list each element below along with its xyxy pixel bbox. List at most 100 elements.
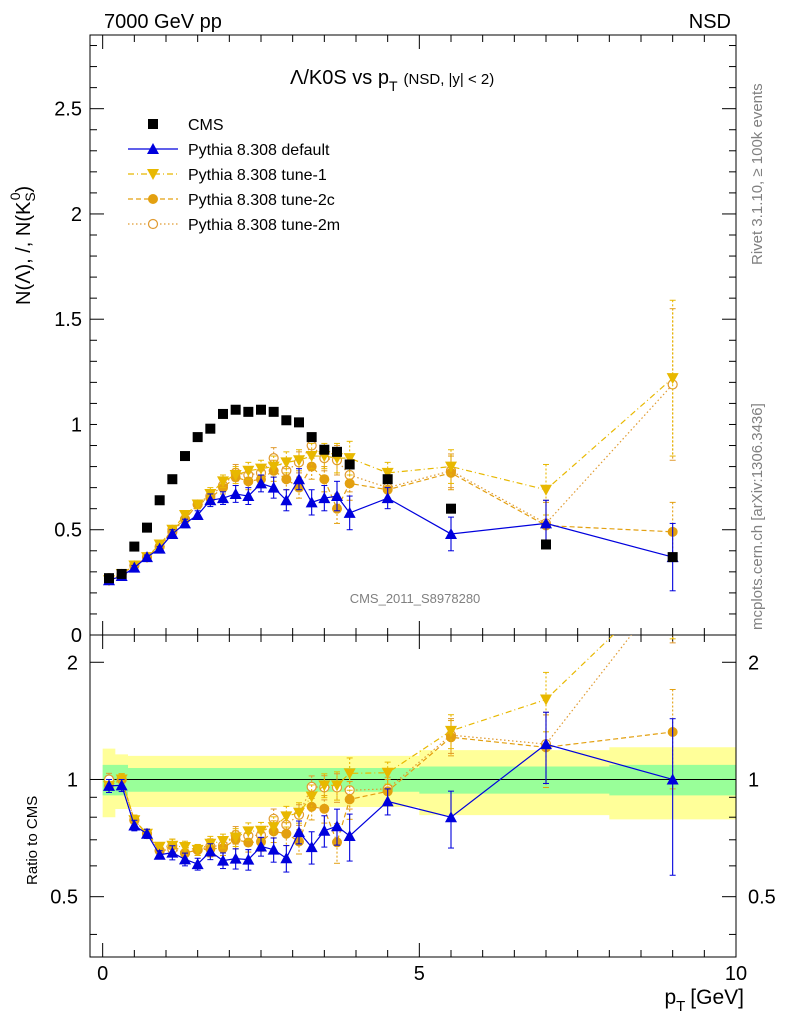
ratio-tick-label-left: 1 (67, 769, 78, 791)
point-cms (205, 423, 216, 434)
point-cms (382, 474, 393, 485)
point-default (331, 490, 343, 502)
ratio-point-default (217, 854, 229, 866)
point-default (242, 490, 255, 502)
point-cms (129, 541, 140, 552)
point-tune1 (343, 453, 356, 465)
chart-title-main: Λ/K0S vs p (290, 67, 389, 89)
ratio-point-default (141, 827, 153, 839)
point-cms (104, 573, 114, 584)
legend-label: Pythia 8.308 tune-1 (188, 167, 327, 184)
header-left: 7000 GeV pp (104, 11, 222, 33)
point-tune2c (281, 474, 292, 485)
ratio-point-tune1 (217, 835, 229, 847)
ratio-line-tune2c (108, 731, 673, 854)
point-tune1 (229, 470, 242, 481)
ratio-frame (89, 634, 737, 958)
ratio-point-tune2c (446, 732, 456, 743)
point-tune1 (540, 484, 552, 496)
ratio-point-tune1 (229, 832, 242, 844)
point-tune1 (242, 465, 255, 477)
ratio-point-default (166, 846, 179, 858)
point-tune1 (666, 373, 679, 385)
y-axis-label-close: ) (13, 186, 35, 193)
x-axis-label: pT [GeV] (664, 986, 744, 1015)
point-cms (180, 451, 190, 462)
legend-label: Pythia 8.308 tune-2m (188, 217, 340, 234)
ratio-panel (89, 634, 737, 958)
ratio-bands (102, 747, 736, 820)
x-axis-label-sub: T (676, 998, 685, 1015)
ratio-point-tune1 (153, 841, 166, 853)
series-line-tune1 (108, 377, 674, 581)
point-cms (541, 539, 551, 550)
point-default (293, 473, 305, 485)
point-tune1 (445, 461, 457, 473)
x-tick-label: 5 (414, 963, 425, 985)
legend-marker (147, 218, 159, 230)
point-tune2c (446, 467, 456, 478)
ratio-point-default (343, 829, 356, 841)
y-tick-label: 1.5 (54, 309, 82, 331)
point-tune2c (243, 476, 254, 487)
point-cms (230, 404, 241, 415)
point-cms (154, 495, 165, 506)
chart-title-sub: T (389, 78, 398, 94)
y-tick-label: 1 (71, 414, 82, 436)
legend: CMS Pythia 8.308 default Pythia 8.308 tune… (128, 117, 340, 234)
point-tune2c (306, 461, 317, 472)
point-cms (243, 406, 254, 417)
ratio-point-tune1 (242, 826, 255, 838)
point-default (445, 527, 457, 539)
ratio-point-default (103, 779, 115, 791)
y-axis-label-main: N(Λ), /, N(K (13, 201, 35, 305)
point-cms (218, 408, 228, 419)
ratio-point-default (128, 819, 141, 831)
ratio-point-default (179, 853, 191, 865)
ratio-point-default (204, 845, 217, 857)
series-line-default (108, 478, 673, 581)
ratio-point-tune2c (344, 794, 355, 805)
ratio-point-default (331, 820, 343, 832)
ratio-tick-label-left: 2 (67, 652, 78, 674)
x-tick-label: 10 (725, 963, 747, 985)
main-frame (89, 34, 737, 636)
ratio-point-default (229, 852, 242, 864)
point-cms (256, 404, 266, 415)
ratio-point-tune1 (381, 767, 394, 779)
ratio-point-default (267, 843, 280, 855)
point-cms (306, 432, 317, 443)
point-default (305, 496, 318, 508)
ratio-point-default (540, 738, 552, 750)
point-tune1 (267, 461, 280, 473)
main-data (103, 299, 679, 592)
point-default (166, 527, 179, 539)
mcplots-label: mcplots.cern.ch [arXiv:1306.3436] (749, 403, 766, 630)
ratio-point-default (445, 811, 457, 823)
ratio-data (103, 635, 679, 876)
point-tune1 (381, 467, 394, 479)
point-tune1 (255, 463, 267, 475)
ratio-point-tune1 (343, 768, 356, 780)
header-right: NSD (689, 11, 731, 33)
ratio-point-tune1 (445, 725, 457, 737)
ratio-point-default (115, 779, 128, 791)
ratio-point-tune1 (280, 811, 293, 823)
point-cms (142, 522, 152, 533)
point-default (229, 487, 242, 499)
ratio-point-tune1 (293, 807, 305, 819)
point-default (153, 542, 166, 554)
ratio-point-default (293, 826, 305, 838)
point-cms (116, 568, 127, 579)
point-default (381, 492, 394, 504)
ratio-point-tune1 (331, 780, 343, 792)
ratio-line-default (108, 743, 673, 865)
point-tune1 (217, 476, 229, 488)
legend-marker (147, 143, 159, 154)
y-tick-label: 2.5 (54, 99, 82, 121)
y-axis-label-sup: 0 (7, 192, 23, 200)
legend-marker (148, 119, 158, 129)
y-tick-label: 0 (71, 625, 82, 647)
ratio-point-tune1 (305, 791, 318, 803)
point-default (267, 481, 280, 493)
